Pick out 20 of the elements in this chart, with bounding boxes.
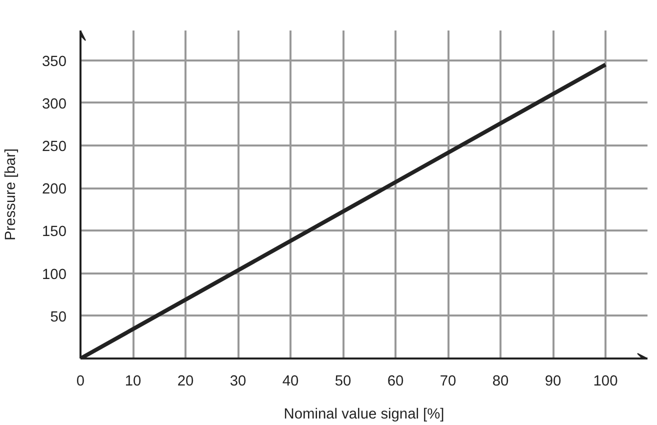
y-axis-title: Pressure [bar]: [3, 148, 20, 241]
y-tick-label: 150: [42, 224, 67, 240]
x-tick-label: 20: [177, 374, 194, 390]
x-tick-label: 100: [593, 374, 618, 390]
x-tick-label: 70: [440, 374, 456, 390]
x-tick-label: 50: [334, 374, 352, 390]
x-tick-label: 40: [282, 374, 299, 390]
x-tick-label: 0: [76, 374, 85, 390]
y-tick-label: 300: [42, 96, 67, 112]
x-axis-title: Nominal value signal [%]: [284, 406, 444, 422]
y-tick-label: 200: [42, 182, 67, 198]
y-tick-label: 100: [42, 266, 67, 283]
x-tick-label: 60: [387, 374, 404, 390]
x-tick-label: 90: [544, 374, 562, 390]
y-tick-label: 350: [42, 54, 67, 70]
x-tick-label: 30: [230, 374, 246, 390]
y-tick-label: 250: [42, 139, 67, 156]
x-tick-label: 10: [124, 374, 142, 390]
x-tick-label: 80: [492, 374, 509, 390]
y-tick-label: 50: [50, 309, 67, 326]
